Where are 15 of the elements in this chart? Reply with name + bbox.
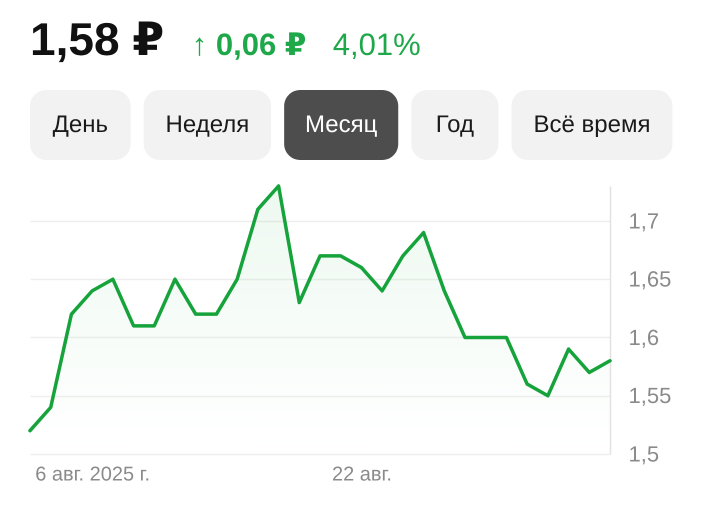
y-tick-label: 1,65	[628, 266, 672, 292]
text: Год	[436, 111, 474, 138]
text: Неделя	[166, 111, 250, 138]
y-tick-label: 1,5	[628, 442, 660, 466]
text: 4,01%	[332, 27, 421, 62]
y-tick-label: 1,6	[628, 324, 660, 350]
y-tick-label: 1,7	[628, 208, 660, 234]
text: Всё время	[533, 111, 650, 138]
x-tick-label: 22 авг.	[332, 464, 392, 486]
text: День	[52, 111, 108, 138]
chart-title: 1,58 ₽	[30, 13, 164, 65]
x-tick-label: 6 авг. 2025 г.	[35, 464, 150, 486]
y-tick-label: 1,55	[628, 383, 672, 408]
text: Месяц	[305, 111, 378, 138]
text: ↑ 0,06 ₽	[192, 27, 306, 62]
